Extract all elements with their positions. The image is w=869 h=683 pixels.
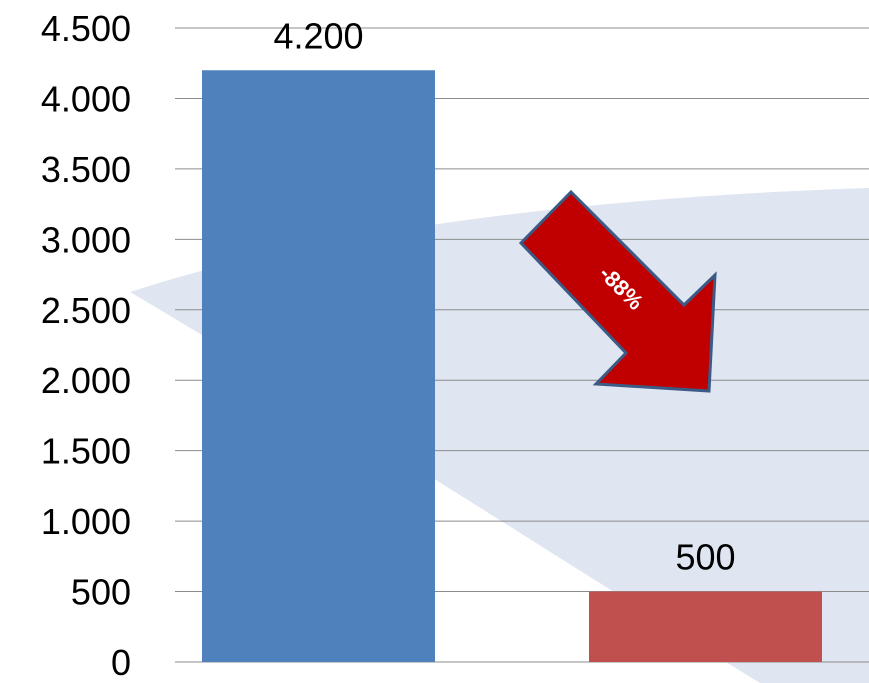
bar-value-label: 500 xyxy=(675,537,735,578)
y-tick-label: 2.500 xyxy=(41,290,131,331)
y-tick-label: 4.000 xyxy=(41,78,131,119)
data-labels: 4.200 500 xyxy=(273,15,735,577)
down-right-arrow-icon xyxy=(518,189,717,393)
y-tick-label: 4.500 xyxy=(41,8,131,49)
bars xyxy=(202,70,822,663)
y-tick-label: 1.000 xyxy=(41,501,131,542)
change-arrow: -88% xyxy=(518,189,717,393)
y-tick-label: 500 xyxy=(71,572,131,613)
y-axis-tick-labels: 0 500 1.000 1.500 2.000 2.500 3.000 3.500 4.000 4… xyxy=(41,8,131,683)
y-tick-label: 3.500 xyxy=(41,149,131,190)
bar xyxy=(589,591,822,662)
bar-value-label: 4.200 xyxy=(273,15,363,56)
y-tick-label: 0 xyxy=(111,642,131,683)
y-tick-label: 1.500 xyxy=(41,431,131,472)
y-tick-label: 3.000 xyxy=(41,219,131,260)
y-tick-label: 2.000 xyxy=(41,360,131,401)
bar xyxy=(202,70,435,663)
